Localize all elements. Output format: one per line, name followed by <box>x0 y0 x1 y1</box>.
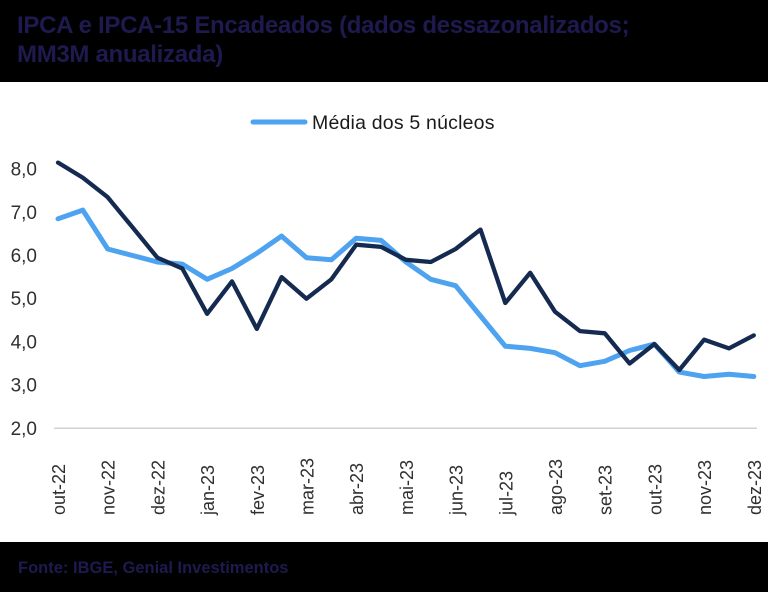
title-line-2: MM3M anualizada) <box>17 41 223 68</box>
x-tick-label: out-22 <box>49 464 69 515</box>
x-tick-label: out-23 <box>645 464 665 515</box>
x-tick-label: dez-23 <box>745 460 765 515</box>
title-line-1: IPCA e IPCA-15 Encadeados (dados dessazo… <box>17 12 630 39</box>
x-tick-label: mar-23 <box>298 458 318 515</box>
x-tick-label: mai-23 <box>397 460 417 515</box>
axes: 8,0 7,0 6,0 5,0 4,0 3,0 2,0 out-22 nov-22 dez-22 j… <box>11 160 765 516</box>
headline-ipca-series-line <box>55 160 756 373</box>
line-chart: Média dos 5 núcleos 8,0 7,0 6,0 5,0 4,0 3,0 2,… <box>11 112 765 516</box>
y-tick-label: 7,0 <box>11 203 37 224</box>
page-title: IPCA e IPCA-15 Encadeados (dados dessazo… <box>17 11 768 69</box>
x-tick-label: jul-23 <box>496 471 516 516</box>
series-lines <box>55 160 757 379</box>
core-mean-series-line <box>55 207 757 379</box>
x-tick-label: nov-22 <box>99 460 119 515</box>
legend-label: Média dos 5 núcleos <box>312 112 495 134</box>
x-tick-label: ago-23 <box>546 459 566 515</box>
y-tick-label: 2,0 <box>11 419 37 440</box>
x-tick-label: nov-23 <box>695 460 715 515</box>
y-tick-label: 8,0 <box>11 160 37 181</box>
x-tick-label: fev-23 <box>248 465 268 515</box>
x-tick-label: dez-22 <box>148 460 168 515</box>
source-text: Fonte: IBGE, Genial Investimentos <box>18 558 289 577</box>
x-tick-label: jun-23 <box>447 465 467 516</box>
footer-band: Fonte: IBGE, Genial Investimentos <box>0 542 768 592</box>
x-tick-label: set-23 <box>596 465 616 515</box>
y-tick-label: 4,0 <box>11 332 37 353</box>
x-tick-label: abr-23 <box>347 463 367 515</box>
header-band: IPCA e IPCA-15 Encadeados (dados dessazo… <box>0 0 768 82</box>
y-tick-label: 5,0 <box>11 289 37 310</box>
y-tick-label: 6,0 <box>11 246 37 267</box>
y-tick-label: 3,0 <box>11 376 37 397</box>
chart-area: Média dos 5 núcleos 8,0 7,0 6,0 5,0 4,0 3,0 2,… <box>0 82 768 542</box>
x-tick-label: jan-23 <box>198 465 218 516</box>
